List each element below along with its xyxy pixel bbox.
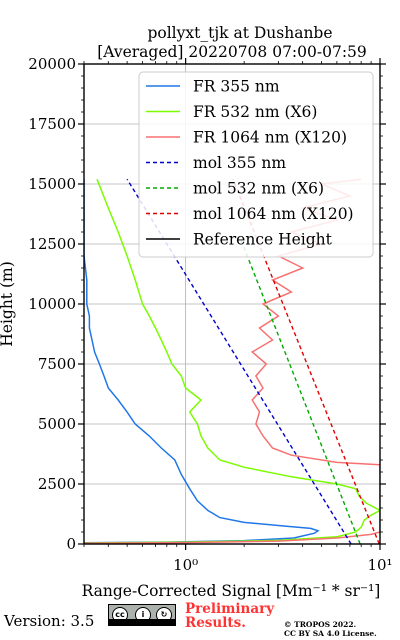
footer: Version: 3.5 cc i ↻ Preliminary Results.…: [0, 600, 400, 640]
y-tick-label: 20000: [28, 55, 76, 73]
preliminary-line1: Preliminary: [185, 601, 275, 617]
legend-label-3: mol 355 nm: [193, 154, 286, 172]
copyright-notice: © TROPOS 2022. CC BY SA 4.0 License.: [284, 620, 377, 638]
y-tick-label: 7500: [38, 355, 76, 373]
y-tick-label: 10000: [28, 295, 76, 313]
copyright-line1: © TROPOS 2022.: [284, 620, 357, 629]
cc-license-badge[interactable]: cc i ↻: [108, 604, 176, 626]
legend-label-2: FR 1064 nm (X120): [193, 129, 347, 147]
series-line-0: [84, 179, 320, 544]
legend-label-1: FR 532 nm (X6): [193, 103, 317, 121]
chart-title-line1: pollyxt_tjk at Dushanbe: [147, 24, 332, 42]
preliminary-line2: Results.: [185, 615, 246, 631]
series-line-1: [84, 178, 380, 544]
y-tick-label: 2500: [38, 475, 76, 493]
preliminary-notice: Preliminary Results.: [185, 602, 274, 630]
profile-chart: pollyxt_tjk at Dushanbe [Averaged] 20220…: [0, 24, 393, 600]
y-tick-label: 0: [66, 535, 76, 553]
legend-label-0: FR 355 nm: [193, 78, 280, 96]
copyright-line2: CC BY SA 4.0 License.: [284, 629, 377, 638]
y-axis-label: Height (m): [0, 261, 16, 347]
tick-labels: 0 2500 5000 7500 10000 12500 15000 17500 20000 10…: [28, 55, 392, 574]
y-tick-label: 12500: [28, 235, 76, 253]
x-tick-label: 10¹: [367, 556, 392, 574]
series-line-4: [239, 236, 361, 544]
series-line-3: [126, 178, 352, 544]
version-text: Version: 3.5: [4, 612, 95, 630]
legend-label-4: mol 532 nm (X6): [193, 180, 324, 198]
legend-label-5: mol 1064 nm (X120): [193, 205, 354, 223]
legend: FR 355 nm FR 532 nm (X6) FR 1064 nm (X120)…: [138, 71, 374, 258]
axis-ticks: [78, 58, 386, 550]
cc-badge-strip: [109, 619, 175, 625]
series-line-5: [232, 178, 380, 544]
chart-title-line2: [Averaged] 20220708 07:00-07:59: [97, 43, 367, 61]
y-tick-label: 5000: [38, 415, 76, 433]
x-tick-label: 10⁰: [173, 556, 198, 574]
x-axis-label: Range-Corrected Signal [Mm⁻¹ * sr⁻¹]: [82, 582, 381, 600]
y-tick-label: 15000: [28, 175, 76, 193]
legend-label-6: Reference Height: [193, 231, 333, 249]
y-tick-label: 17500: [28, 115, 76, 133]
legend-box: [138, 71, 374, 258]
